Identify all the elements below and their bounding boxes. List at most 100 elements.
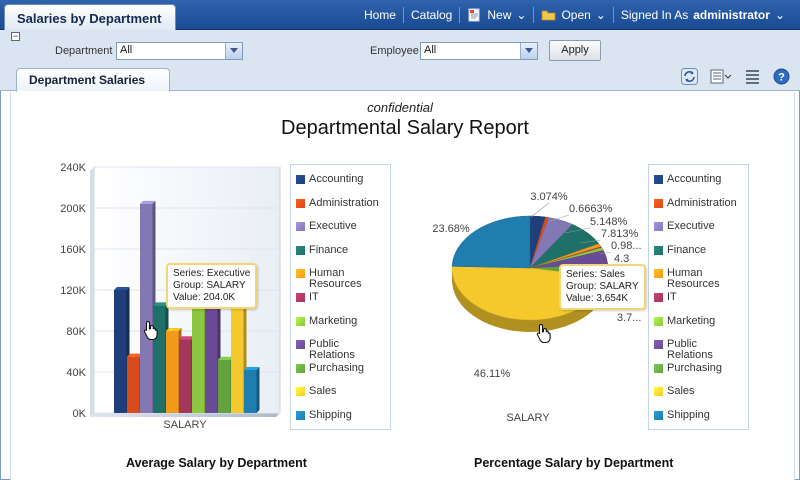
legend-label: Finance xyxy=(667,243,707,256)
legend-label: Shipping xyxy=(667,409,710,421)
legend-label: IT xyxy=(309,291,319,303)
signed-in-label: Signed In As xyxy=(620,8,689,22)
legend-swatch xyxy=(296,293,305,302)
apply-button[interactable]: Apply xyxy=(549,40,601,61)
legend-label: Executive xyxy=(309,220,357,233)
legend-swatch xyxy=(654,387,663,397)
legend-swatch xyxy=(296,198,305,208)
legend-label: Accounting xyxy=(309,173,364,185)
legend-swatch xyxy=(296,316,305,326)
nav-separator xyxy=(612,7,614,23)
bar-tooltip-value: Value: 204.0K xyxy=(173,292,236,303)
catalog-link[interactable]: Catalog xyxy=(404,8,459,22)
legend-label: Executive xyxy=(667,220,715,233)
legend-label: IT xyxy=(667,291,677,303)
employee-label: Employee xyxy=(370,45,419,57)
legend-label: Shipping xyxy=(309,409,352,421)
folder-icon xyxy=(542,10,556,21)
catalog-link-label: Catalog xyxy=(410,8,453,22)
pie-chart-legend: Accounting Administration Executive Finance… xyxy=(648,164,749,430)
open-menu-label: Open xyxy=(561,8,591,22)
chevron-down-icon: ⌄ xyxy=(516,8,527,22)
user-name: administrator xyxy=(693,8,770,22)
department-select[interactable]: All xyxy=(116,42,243,60)
employee-selected-value: All xyxy=(424,44,437,56)
bar-tooltip-series: Series: Executive xyxy=(173,268,251,279)
refresh-icon[interactable] xyxy=(681,68,698,85)
pie-tooltip-group: Group: SALARY xyxy=(566,281,639,292)
legend-swatch xyxy=(296,340,305,350)
legend-label: Finance xyxy=(309,243,349,256)
new-document-icon xyxy=(468,8,480,22)
user-menu[interactable]: Signed In As administrator ⌄ xyxy=(614,8,792,22)
legend-swatch xyxy=(654,293,663,302)
legend-label: Purchasing xyxy=(309,361,365,374)
legend-swatch xyxy=(296,411,305,420)
employee-select[interactable]: All xyxy=(420,42,538,60)
legend-swatch xyxy=(654,222,663,232)
nav-separator xyxy=(459,7,461,23)
nav-separator xyxy=(402,7,404,23)
legend-swatch xyxy=(654,411,663,420)
new-menu-label: New xyxy=(487,8,512,22)
department-label: Department xyxy=(55,45,113,57)
pie-tooltip: Series: Sales Group: SALARY Value: 3,654… xyxy=(559,264,646,310)
pie-tooltip-series: Series: Sales xyxy=(566,269,625,280)
legend-swatch xyxy=(296,387,305,397)
legend-label: Administration xyxy=(667,196,737,209)
legend-label: Human Resources xyxy=(309,267,362,291)
legend-swatch xyxy=(296,363,305,373)
list-settings-icon[interactable] xyxy=(744,68,761,85)
collapse-prompts-toggle[interactable]: − xyxy=(11,31,20,41)
hand-cursor-icon xyxy=(536,323,551,343)
pie-chart-caption: Percentage Salary by Department xyxy=(474,456,674,470)
legend-swatch xyxy=(654,316,663,326)
dashboard-tab-title: Salaries by Department xyxy=(17,11,162,26)
legend-label: Marketing xyxy=(667,314,716,327)
bar-tooltip: Series: Executive Group: SALARY Value: 2… xyxy=(166,263,258,309)
tab-department-salaries[interactable]: Department Salaries xyxy=(16,68,170,92)
legend-swatch xyxy=(654,340,663,350)
nav-separator xyxy=(533,7,535,23)
page-toolbar: ? xyxy=(681,68,790,85)
legend-label: Sales xyxy=(309,385,337,398)
legend-label: Administration xyxy=(309,196,379,209)
chevron-down-icon xyxy=(520,43,537,59)
chevron-down-icon: ⌄ xyxy=(774,8,785,22)
home-link-label: Home xyxy=(363,8,396,22)
legend-swatch xyxy=(296,175,305,184)
home-link[interactable]: Home xyxy=(357,8,403,22)
report-subtitle: confidential xyxy=(367,100,433,115)
tab-department-salaries-label: Department Salaries xyxy=(29,73,146,87)
chevron-down-icon xyxy=(225,43,242,59)
help-icon[interactable]: ? xyxy=(773,68,790,85)
legend-label: Sales xyxy=(667,385,695,398)
legend-label: Public Relations xyxy=(309,338,355,362)
legend-label: Human Resources xyxy=(667,267,720,291)
legend-swatch xyxy=(654,245,663,255)
legend-swatch xyxy=(296,245,305,255)
legend-swatch xyxy=(654,198,663,208)
chevron-down-icon: ⌄ xyxy=(595,8,606,22)
legend-label: Marketing xyxy=(309,314,358,327)
legend-label: Accounting xyxy=(667,173,722,185)
legend-label: Public Relations xyxy=(667,338,713,362)
dashboard-tab[interactable]: Salaries by Department xyxy=(4,4,176,31)
new-menu[interactable]: New ⌄ xyxy=(460,8,533,22)
bar-chart-legend: Accounting Administration Executive Finance… xyxy=(290,164,391,430)
open-menu[interactable]: Open ⌄ xyxy=(534,8,612,22)
bar-tooltip-group: Group: SALARY xyxy=(173,280,246,291)
legend-swatch xyxy=(654,363,663,373)
top-navigation: Home Catalog New ⌄ Open ⌄ Signed In As a… xyxy=(357,0,792,30)
page-options-icon[interactable] xyxy=(710,68,732,85)
pie-tooltip-value: Value: 3,654K xyxy=(566,293,629,304)
legend-swatch xyxy=(296,222,305,232)
bar-chart-caption: Average Salary by Department xyxy=(126,456,307,470)
legend-label: Purchasing xyxy=(667,361,723,374)
department-selected-value: All xyxy=(120,44,133,56)
legend-swatch xyxy=(654,175,663,184)
legend-swatch xyxy=(654,269,663,279)
hand-cursor-icon xyxy=(143,320,158,340)
svg-text:?: ? xyxy=(778,72,785,84)
legend-swatch xyxy=(296,269,305,279)
